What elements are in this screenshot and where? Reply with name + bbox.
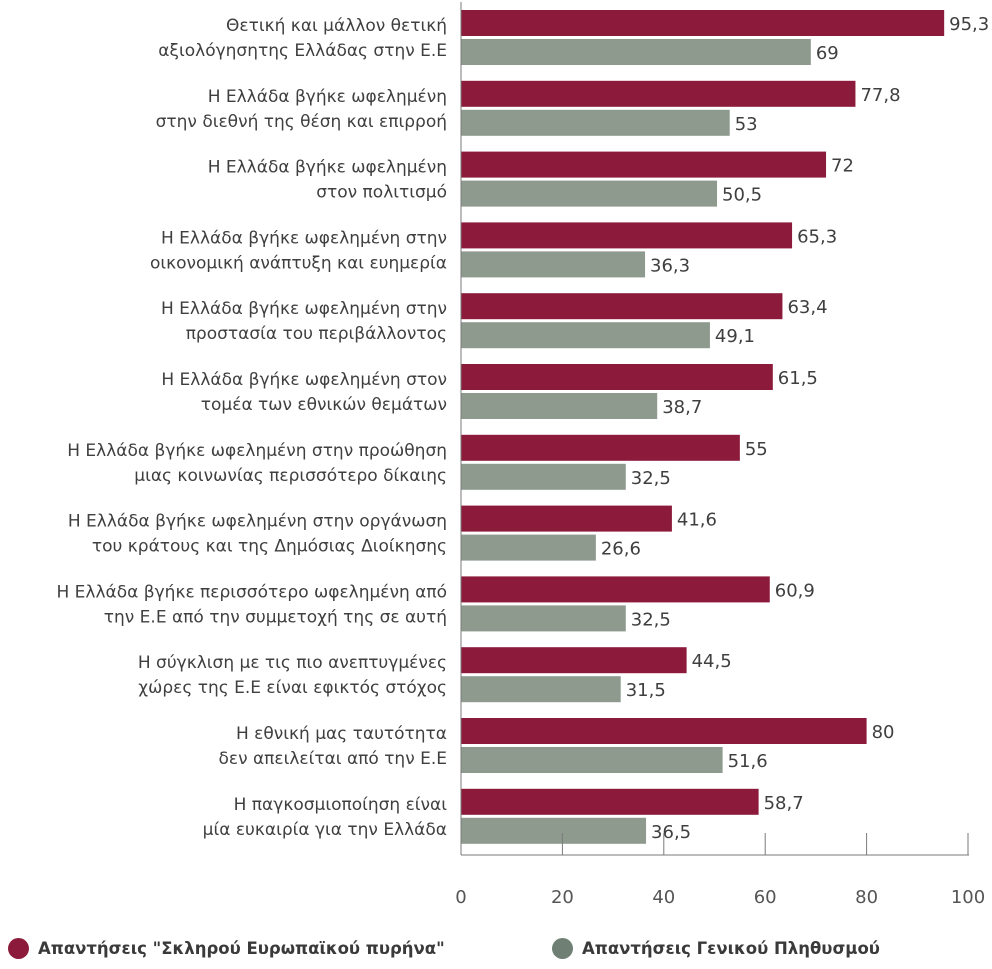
- bar-general-1: [461, 109, 730, 136]
- value-label-general-4: 49,1: [715, 326, 755, 347]
- value-label-general-8: 32,5: [631, 609, 671, 630]
- value-label-core-8: 60,9: [775, 580, 815, 601]
- legend-item-series-1: Απαντήσεις "Σκληρού Ευρωπαϊκού πυρήνα": [8, 938, 445, 959]
- bar-general-10: [461, 747, 723, 773]
- value-label-core-2: 72: [831, 156, 854, 177]
- bar-core-6: [461, 434, 740, 461]
- bar-core-5: [461, 364, 773, 390]
- category-label-6-line-2: μιας κοινωνίας περισσότερο δίκαιης: [134, 466, 447, 486]
- category-label-1-line-2: στην διεθνή της θέση και επιρροή: [156, 112, 447, 132]
- bar-core-3: [461, 222, 793, 249]
- bar-core-10: [461, 718, 867, 744]
- x-tick-label-40: 40: [652, 887, 675, 908]
- bar-core-8: [461, 576, 770, 603]
- bar-general-4: [461, 322, 710, 349]
- category-label-3-line-1: Η Ελλάδα βγήκε ωφελημένη στην: [161, 228, 447, 248]
- bar-core-0: [461, 10, 945, 36]
- value-label-general-0: 69: [816, 43, 839, 64]
- category-label-9-line-2: χώρες της Ε.Ε είναι εφικτός στόχος: [138, 678, 447, 698]
- legend-item-series-2: Απαντήσεις Γενικού Πληθυσμού: [552, 938, 880, 959]
- bar-general-11: [461, 817, 647, 844]
- value-label-general-5: 38,7: [662, 397, 702, 418]
- bar-chart: 95,3 69 Θετική και μάλλον θετική αξιολόγηση…: [57, 2, 989, 908]
- category-label-10-line-1: Η εθνική μας ταυτότητα: [236, 724, 447, 744]
- bar-core-9: [461, 647, 687, 674]
- value-label-general-9: 31,5: [626, 680, 666, 701]
- value-label-core-0: 95,3: [949, 14, 989, 35]
- value-label-core-5: 61,5: [778, 368, 818, 389]
- category-label-7-line-2: του κράτους και της Δημόσιας Διοίκησης: [92, 537, 447, 557]
- category-label-3-line-2: οικονομική ανάπτυξη και ευημερία: [150, 253, 447, 273]
- value-label-general-1: 53: [735, 114, 758, 135]
- category-label-8-line-2: την Ε.Ε από την συμμετοχή της σε αυτή: [104, 607, 447, 627]
- category-label-11-line-2: μία ευκαιρία για την Ελλάδα: [203, 820, 447, 840]
- legend-swatch-series-2: [552, 938, 573, 959]
- value-label-core-1: 77,8: [860, 85, 900, 106]
- x-tick-label-80: 80: [855, 887, 878, 908]
- category-label-5-line-1: Η Ελλάδα βγήκε ωφελημένη στον: [161, 370, 447, 390]
- x-tick-label-60: 60: [754, 887, 777, 908]
- value-label-core-10: 80: [872, 722, 895, 743]
- x-tick-label-0: 0: [455, 887, 466, 908]
- bar-core-11: [461, 788, 759, 815]
- value-label-general-3: 36,3: [650, 255, 690, 276]
- value-label-core-7: 41,6: [677, 510, 717, 531]
- value-label-core-3: 65,3: [797, 226, 837, 247]
- bar-general-6: [461, 463, 626, 490]
- category-label-8-line-1: Η Ελλάδα βγήκε περισσότερο ωφελημένη από: [57, 582, 448, 602]
- legend-swatch-series-1: [8, 938, 29, 959]
- category-label-10-line-2: δεν απειλείται από την Ε.Ε: [218, 749, 447, 769]
- bar-core-4: [461, 293, 783, 320]
- value-label-core-11: 58,7: [764, 793, 804, 814]
- value-label-general-2: 50,5: [722, 185, 762, 206]
- category-label-6-line-1: Η Ελλάδα βγήκε ωφελημένη στην προώθηση: [67, 441, 447, 461]
- legend: Απαντήσεις "Σκληρού Ευρωπαϊκού πυρήνα" Α…: [8, 938, 988, 964]
- category-label-0-line-1: Θετική και μάλλον θετική: [226, 16, 447, 36]
- category-label-4-line-1: Η Ελλάδα βγήκε ωφελημένη στην: [161, 299, 447, 319]
- category-label-2-line-1: Η Ελλάδα βγήκε ωφελημένη: [208, 158, 447, 178]
- legend-label-series-2: Απαντήσεις Γενικού Πληθυσμού: [582, 939, 880, 958]
- category-label-5-line-2: τομέα των εθνικών θεμάτων: [201, 395, 447, 415]
- legend-label-series-1: Απαντήσεις "Σκληρού Ευρωπαϊκού πυρήνα": [38, 939, 445, 958]
- category-label-9-line-1: Η σύγκλιση με τις πιο ανεπτυγμένες: [138, 653, 447, 673]
- value-label-general-7: 26,6: [601, 539, 641, 560]
- bar-general-7: [461, 534, 596, 561]
- x-tick-label-20: 20: [551, 887, 574, 908]
- value-label-general-10: 51,6: [728, 751, 768, 772]
- bar-general-3: [461, 251, 646, 278]
- x-tick-label-100: 100: [951, 887, 985, 908]
- value-label-core-9: 44,5: [692, 651, 732, 672]
- bar-general-9: [461, 676, 621, 703]
- value-label-core-6: 55: [745, 439, 768, 460]
- value-label-core-4: 63,4: [787, 297, 827, 318]
- category-label-2-line-2: στον πολιτισμό: [316, 183, 447, 203]
- category-label-1-line-1: Η Ελλάδα βγήκε ωφελημένη: [208, 87, 447, 107]
- bar-general-0: [461, 39, 811, 65]
- bar-general-5: [461, 393, 658, 419]
- bar-general-2: [461, 180, 718, 207]
- bar-core-1: [461, 80, 856, 107]
- bar-general-8: [461, 605, 626, 632]
- value-label-general-11: 36,5: [651, 822, 691, 843]
- category-label-4-line-2: προστασία του περιβάλλοντος: [186, 324, 447, 344]
- value-label-general-6: 32,5: [631, 468, 671, 489]
- bar-core-7: [461, 505, 672, 532]
- category-label-7-line-1: Η Ελλάδα βγήκε ωφελημένη στην οργάνωση: [68, 512, 447, 532]
- category-label-0-line-2: αξιολόγησητης Ελλάδας στην Ε.Ε: [158, 41, 447, 61]
- bar-core-2: [461, 151, 827, 178]
- category-label-11-line-1: Η παγκοσμιοποίηση είναι: [234, 795, 448, 815]
